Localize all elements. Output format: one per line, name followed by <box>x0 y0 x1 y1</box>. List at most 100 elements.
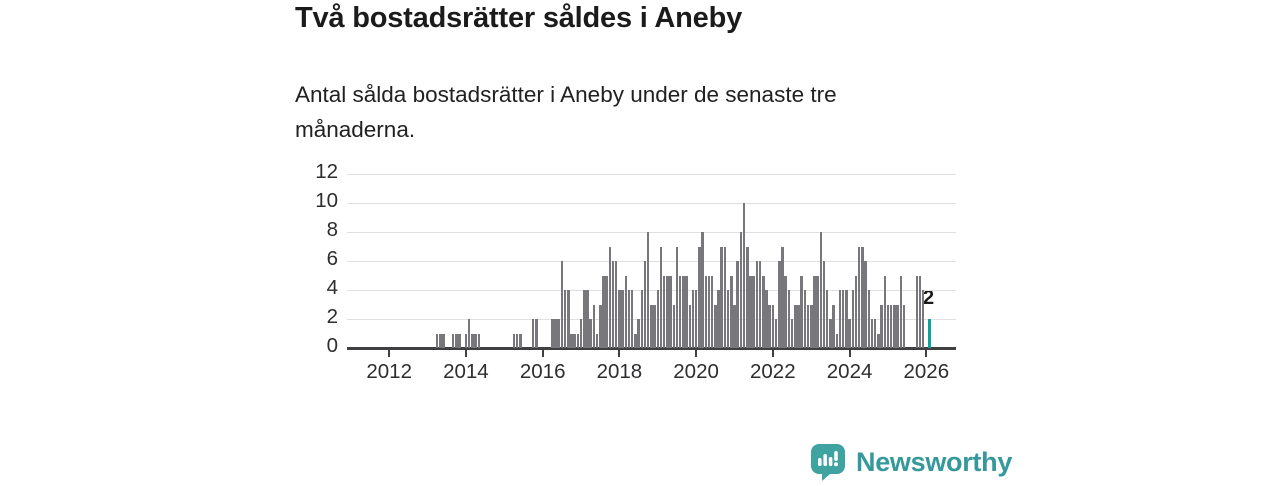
x-axis-tick-label: 2016 <box>519 360 566 383</box>
bar <box>752 275 755 348</box>
bar <box>605 275 608 348</box>
x-axis-tick <box>848 349 851 357</box>
bar <box>838 290 842 348</box>
bar <box>899 275 902 348</box>
bar <box>730 275 733 348</box>
bar <box>694 290 698 348</box>
bar <box>698 246 701 348</box>
bar <box>646 232 650 348</box>
bar <box>618 290 621 348</box>
bar <box>701 232 704 348</box>
highlight-value-label: 2 <box>923 287 935 309</box>
newsworthy-wordmark: Newsworthy <box>856 446 1013 477</box>
bar <box>455 333 458 348</box>
bar <box>464 333 468 348</box>
bar-highlight <box>927 319 932 348</box>
bar <box>576 333 580 348</box>
bar <box>595 333 599 348</box>
bar <box>921 290 925 348</box>
y-axis-tick-label: 4 <box>326 276 338 299</box>
y-axis-tick-label: 8 <box>326 218 338 241</box>
bar <box>835 333 838 348</box>
bar <box>678 275 682 348</box>
chart-subtitle: Antal sålda bostadsrätter i Aneby under … <box>295 82 837 142</box>
bar <box>637 319 640 348</box>
bar <box>640 290 643 348</box>
x-axis-tick <box>388 349 391 357</box>
bar <box>797 304 800 348</box>
bar <box>624 275 627 348</box>
bar <box>602 275 605 348</box>
bar <box>515 333 519 348</box>
x-axis-tick-label: 2026 <box>903 360 950 383</box>
bar <box>822 261 826 348</box>
bar <box>819 232 822 348</box>
bar <box>781 246 784 348</box>
y-axis-tick-label: 0 <box>326 334 338 357</box>
bar <box>630 290 634 348</box>
bar <box>471 333 474 348</box>
bar <box>825 290 829 348</box>
bar <box>512 333 516 348</box>
bar <box>614 261 618 348</box>
bar <box>813 275 816 348</box>
bar <box>643 261 647 348</box>
bar <box>736 261 739 348</box>
bar <box>851 290 854 348</box>
bar <box>682 275 685 348</box>
bar <box>742 203 746 348</box>
bar <box>768 304 771 348</box>
bar <box>816 275 819 348</box>
bar <box>557 319 560 348</box>
x-axis-tick-label: 2024 <box>826 360 873 383</box>
bar <box>672 304 675 348</box>
gridline <box>347 203 956 204</box>
bar <box>810 304 813 348</box>
bar <box>845 290 848 348</box>
bar <box>857 246 861 348</box>
bar <box>570 333 573 348</box>
bar <box>435 333 439 348</box>
bar <box>656 290 659 348</box>
x-axis-tick <box>925 349 928 357</box>
bar <box>474 333 477 348</box>
bar <box>659 246 663 348</box>
bar <box>886 304 890 348</box>
bar <box>877 333 880 348</box>
bar <box>535 319 538 348</box>
bar <box>918 275 922 348</box>
bar <box>563 290 567 348</box>
bar <box>800 275 803 348</box>
bar <box>861 246 864 348</box>
bar <box>733 304 736 348</box>
bar <box>749 275 752 348</box>
bar <box>893 304 896 348</box>
bar <box>790 319 794 348</box>
bar <box>787 290 791 348</box>
bar <box>477 333 480 348</box>
x-axis-line <box>347 346 956 350</box>
bar <box>784 275 787 348</box>
bar <box>653 304 656 348</box>
x-axis-tick-label: 2022 <box>749 360 796 383</box>
bar <box>451 333 455 348</box>
bar <box>883 275 886 348</box>
bar <box>758 261 762 348</box>
x-axis-tick <box>618 349 621 357</box>
y-axis-tick-label: 6 <box>326 247 338 270</box>
bar <box>889 304 893 348</box>
bar <box>554 319 557 348</box>
bar <box>864 261 867 348</box>
bar <box>691 290 695 348</box>
bar <box>567 290 570 348</box>
bar <box>627 290 631 348</box>
bar <box>467 319 471 348</box>
bar <box>765 290 768 348</box>
bar <box>599 304 602 348</box>
x-axis-tick <box>464 349 467 357</box>
bar <box>608 246 611 348</box>
bar <box>685 275 688 348</box>
bar <box>666 275 669 348</box>
bar <box>774 319 778 348</box>
bar <box>675 246 679 348</box>
